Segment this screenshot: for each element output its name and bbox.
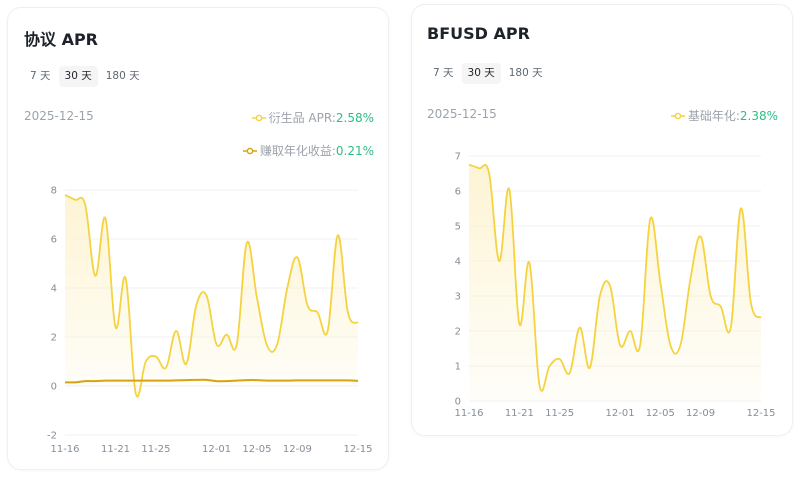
y-tick-label: 4: [455, 257, 461, 268]
protocol-apr-chart[interactable]: -2 0 2 4 6 8 11-16 11-21 11-25 12-01 12-05 12-09 12-…: [8, 8, 388, 469]
legend-line-marker-icon: [242, 147, 257, 154]
y-tick-label: 0: [51, 382, 57, 393]
x-tick-label: 12-09: [283, 444, 312, 455]
bfusd-apr-card: BFUSD APR 7 天 30 天 180 天 2025-12-15 基础年化…: [411, 4, 793, 436]
card-title: BFUSD APR: [427, 24, 530, 43]
bfusd-apr-chart[interactable]: 0 1 2 3 4 5 6 7 11-16 11-21 11-25 12-01 12-05 12-09 12…: [412, 5, 792, 435]
legend-derivatives-apr: 衍生品 APR: 2.58%: [251, 109, 374, 126]
x-tick-label: 11-16: [50, 444, 79, 455]
series-line: [64, 378, 359, 384]
x-tick-label: 11-16: [454, 408, 483, 419]
y-tick-label: 1: [455, 362, 461, 373]
x-tick-label: 11-21: [505, 408, 534, 419]
y-tick-label: 0: [455, 397, 461, 408]
legend-label: 赚取年化收益:: [259, 144, 336, 158]
tab-7d[interactable]: 7 天: [433, 67, 454, 79]
x-tick-label: 12-05: [242, 444, 271, 455]
y-tick-label: 6: [51, 235, 57, 246]
y-tick-label: 2: [51, 333, 57, 344]
tab-7d[interactable]: 7 天: [30, 70, 51, 82]
x-tick-label: 11-25: [141, 444, 170, 455]
series-area: [65, 194, 358, 397]
period-tabs: 7 天 30 天 180 天: [24, 66, 146, 87]
tab-30d[interactable]: 30 天: [461, 63, 501, 84]
x-axis: 11-16 11-21 11-25 12-01 12-05 12-09 12-15: [454, 408, 775, 419]
x-tick-label: 11-21: [101, 444, 130, 455]
legend-value: 2.58%: [335, 110, 374, 125]
series-line: [468, 163, 762, 392]
period-tabs: 7 天 30 天 180 天: [427, 63, 549, 84]
x-axis: 11-16 11-21 11-25 12-01 12-05 12-09 12-15: [50, 444, 372, 455]
legend-value: 2.38%: [739, 108, 778, 123]
x-tick-label: 12-05: [646, 408, 675, 419]
protocol-apr-card: 协议 APR 7 天 30 天 180 天 2025-12-15 衍生品 APR…: [7, 7, 389, 470]
legend-base-apy: 基础年化: 2.38%: [670, 107, 778, 124]
series-line: [64, 194, 359, 398]
x-tick-label: 12-15: [343, 444, 372, 455]
x-tick-label: 12-15: [746, 408, 775, 419]
x-tick-label: 12-09: [686, 408, 715, 419]
x-tick-label: 12-01: [606, 408, 635, 419]
x-tick-label: 12-01: [202, 444, 231, 455]
y-tick-label: 4: [51, 284, 57, 295]
y-tick-label: 2: [455, 327, 461, 338]
series-area: [469, 164, 761, 401]
legend-label: 衍生品 APR:: [268, 111, 336, 125]
selected-date: 2025-12-15: [24, 109, 94, 123]
legend-earned-apy: 赚取年化收益: 0.21%: [242, 142, 374, 159]
tab-180d[interactable]: 180 天: [508, 67, 543, 79]
legend-line-marker-icon: [670, 112, 685, 119]
x-tick-label: 11-25: [545, 408, 574, 419]
legend-value: 0.21%: [335, 143, 374, 158]
legend-line-marker-icon: [251, 114, 266, 121]
y-tick-label: 8: [51, 186, 57, 197]
card-title: 协议 APR: [24, 30, 99, 49]
y-tick-label: -2: [47, 431, 57, 442]
y-tick-label: 3: [455, 292, 461, 303]
y-tick-label: 7: [455, 152, 461, 163]
y-tick-label: 6: [455, 187, 461, 198]
y-tick-label: 5: [455, 222, 461, 233]
tab-180d[interactable]: 180 天: [105, 70, 140, 82]
legend-label: 基础年化:: [687, 109, 740, 123]
tab-30d[interactable]: 30 天: [58, 66, 98, 87]
selected-date: 2025-12-15: [427, 107, 497, 121]
